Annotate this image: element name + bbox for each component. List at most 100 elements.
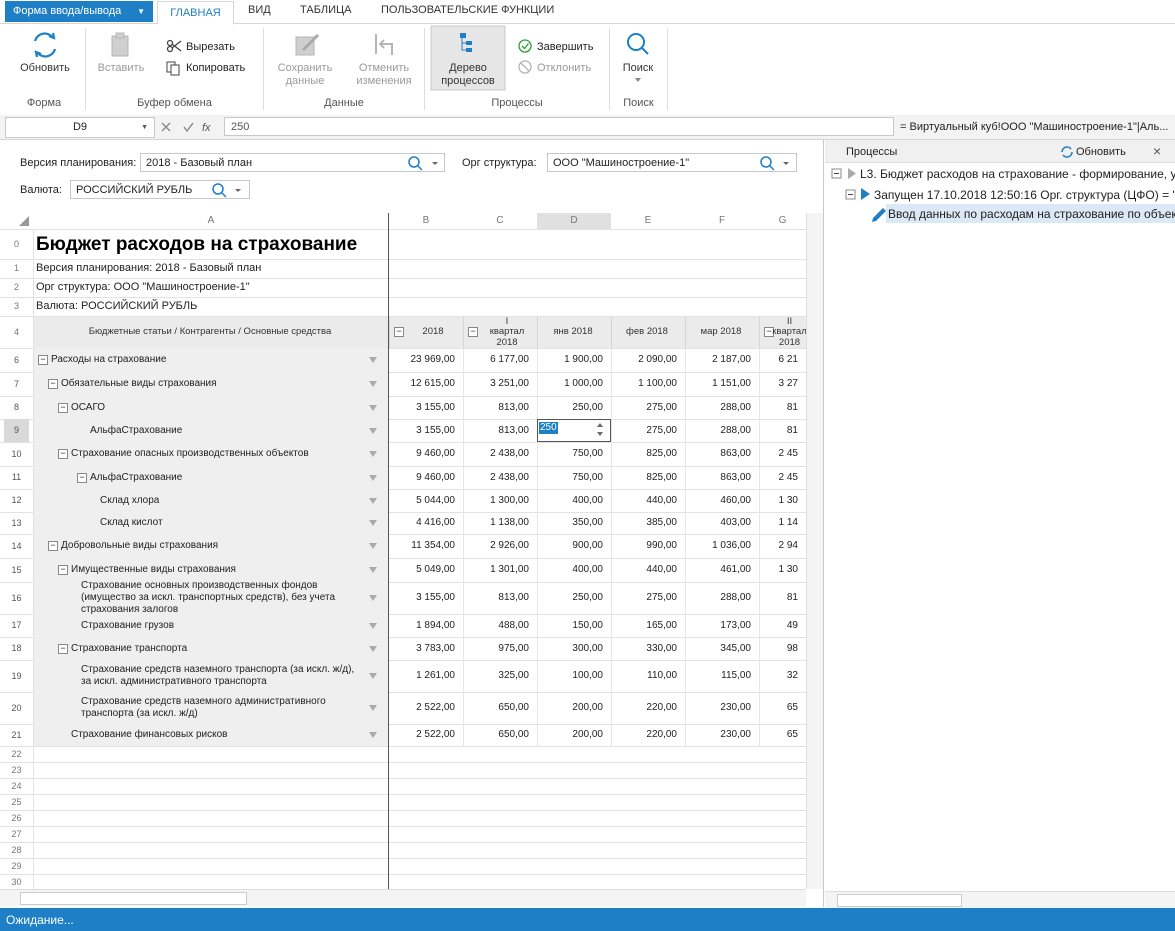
col-border <box>611 442 612 466</box>
value-cell: 4 416,00 <box>416 517 455 528</box>
svg-text:fx: fx <box>202 122 211 134</box>
col-border <box>463 614 464 637</box>
collapse-box: − <box>58 565 68 575</box>
scroll-thumb[interactable] <box>20 892 247 905</box>
filter-icon <box>369 357 377 363</box>
value-cell: 288,00 <box>720 592 751 603</box>
col-border <box>611 348 612 372</box>
col-border <box>537 317 538 348</box>
col-border <box>759 558 760 582</box>
value-cell: 1 301,00 <box>490 564 529 575</box>
column-letter: C <box>496 215 504 226</box>
filter-combo[interactable]: 2018 - Базовый план <box>140 153 445 172</box>
col-border <box>759 466 760 489</box>
collapse-box: − <box>764 327 774 337</box>
col-border <box>463 396 464 419</box>
value-cell: 1 036,00 <box>712 540 751 551</box>
value-cell: 975,00 <box>498 643 529 654</box>
row-border <box>0 858 806 859</box>
col-border <box>611 466 612 489</box>
group-label: Поиск <box>623 97 654 109</box>
row-number: 6 <box>13 355 19 365</box>
filter-icon <box>369 451 377 457</box>
row-number: 0 <box>13 239 19 249</box>
tab[interactable]: ТАБЛИЦА <box>300 4 352 16</box>
col-border <box>611 512 612 534</box>
label-cell <box>33 692 389 724</box>
panel-close[interactable]: × <box>1153 143 1162 159</box>
app-menu-button[interactable]: Форма ввода/вывода ▼ <box>5 1 153 22</box>
paste-button[interactable]: Вставить <box>97 62 145 74</box>
column-header: I квартал 2018 <box>489 315 525 348</box>
panel-refresh-button[interactable]: Обновить <box>1076 146 1126 158</box>
process-item[interactable]: Ввод данных по расходам на страхование п… <box>888 207 1175 221</box>
cut-button[interactable]: Вырезать <box>186 41 235 53</box>
filter-combo[interactable]: ООО "Машиностроение-1" <box>547 153 797 172</box>
cell-name-box[interactable]: D9 ▼ <box>5 117 155 138</box>
tree-icons <box>831 168 886 222</box>
tab[interactable]: ВИД <box>248 4 271 16</box>
status-text: Ожидание... <box>6 913 74 927</box>
value-cell: 325,00 <box>498 670 529 681</box>
value-cell: 300,00 <box>572 643 603 654</box>
tab-strip-line <box>0 23 1175 24</box>
row-label: Добровольные виды страхования <box>61 540 219 551</box>
selected-row <box>886 204 1175 223</box>
column-header: янв 2018 <box>553 326 593 338</box>
search-button[interactable]: Поиск <box>622 62 654 74</box>
label-cell <box>33 466 389 489</box>
value-cell: 1 151,00 <box>712 378 751 389</box>
copy-button[interactable]: Копировать <box>186 62 246 74</box>
value-cell: 990,00 <box>646 540 677 551</box>
col-border <box>463 692 464 724</box>
value-cell: 220,00 <box>646 729 677 740</box>
save-button[interactable]: Сохранить данные <box>277 62 333 87</box>
value-cell: 863,00 <box>720 472 751 483</box>
info-row: Версия планирования: 2018 - Базовый план <box>36 262 262 274</box>
horizontal-scrollbar[interactable] <box>0 889 806 906</box>
process-tree-button[interactable]: Дерево процессов <box>441 62 495 87</box>
column-letter: G <box>778 215 787 226</box>
complete-button[interactable]: Завершить <box>537 41 594 53</box>
process-item[interactable]: L3. Бюджет расходов на страхование - фор… <box>860 167 1175 181</box>
value-cell: 2 090,00 <box>638 354 677 365</box>
col-border <box>685 512 686 534</box>
value-cell: 288,00 <box>720 425 751 436</box>
panel-title: Процессы <box>846 146 898 158</box>
value-cell: 250,00 <box>572 402 603 413</box>
undo-button[interactable]: Отменить изменения <box>356 62 412 87</box>
value-cell: 2 522,00 <box>416 702 455 713</box>
value-cell: 49 <box>786 620 798 631</box>
search-icon <box>627 33 649 55</box>
value-cell: 3 155,00 <box>416 592 455 603</box>
col-border <box>463 582 464 614</box>
formula-input[interactable]: 250 <box>224 117 894 136</box>
filter-combo[interactable]: РОССИЙСКИЙ РУБЛЬ <box>70 180 250 199</box>
info-row: Валюта: РОССИЙСКИЙ РУБЛЬ <box>36 300 198 312</box>
panel-h-scrollbar[interactable] <box>825 891 1175 908</box>
refresh-button[interactable]: Обновить <box>20 62 70 74</box>
collapse-box: − <box>48 379 58 389</box>
process-item[interactable]: Запущен 17.10.2018 12:50:16 Орг. структу… <box>874 188 1175 202</box>
reject-icon <box>518 60 532 74</box>
label-cell <box>33 614 389 637</box>
row-border <box>0 348 806 349</box>
scroll-thumb[interactable] <box>837 894 962 907</box>
value-cell: 115,00 <box>721 670 751 681</box>
value-cell: 12 615,00 <box>410 378 456 389</box>
reject-button[interactable]: Отклонить <box>537 62 592 74</box>
value-cell: 1 30 <box>778 564 798 575</box>
row-label: Имущественные виды страхования <box>71 564 236 575</box>
group-label: Форма <box>26 97 62 109</box>
tab-selected[interactable]: ГЛАВНАЯ <box>157 1 234 25</box>
tab[interactable]: ПОЛЬЗОВАТЕЛЬСКИЕ ФУНКЦИИ <box>381 4 555 16</box>
value-cell: 32 <box>786 670 798 681</box>
label-cell <box>33 724 389 746</box>
row-number: 9 <box>4 419 29 442</box>
combo-icons <box>212 156 789 198</box>
value-cell: 440,00 <box>646 495 677 506</box>
col-border <box>611 582 612 614</box>
collapse-box: − <box>48 541 58 551</box>
vertical-scrollbar[interactable] <box>806 213 823 889</box>
row-border <box>0 614 806 615</box>
